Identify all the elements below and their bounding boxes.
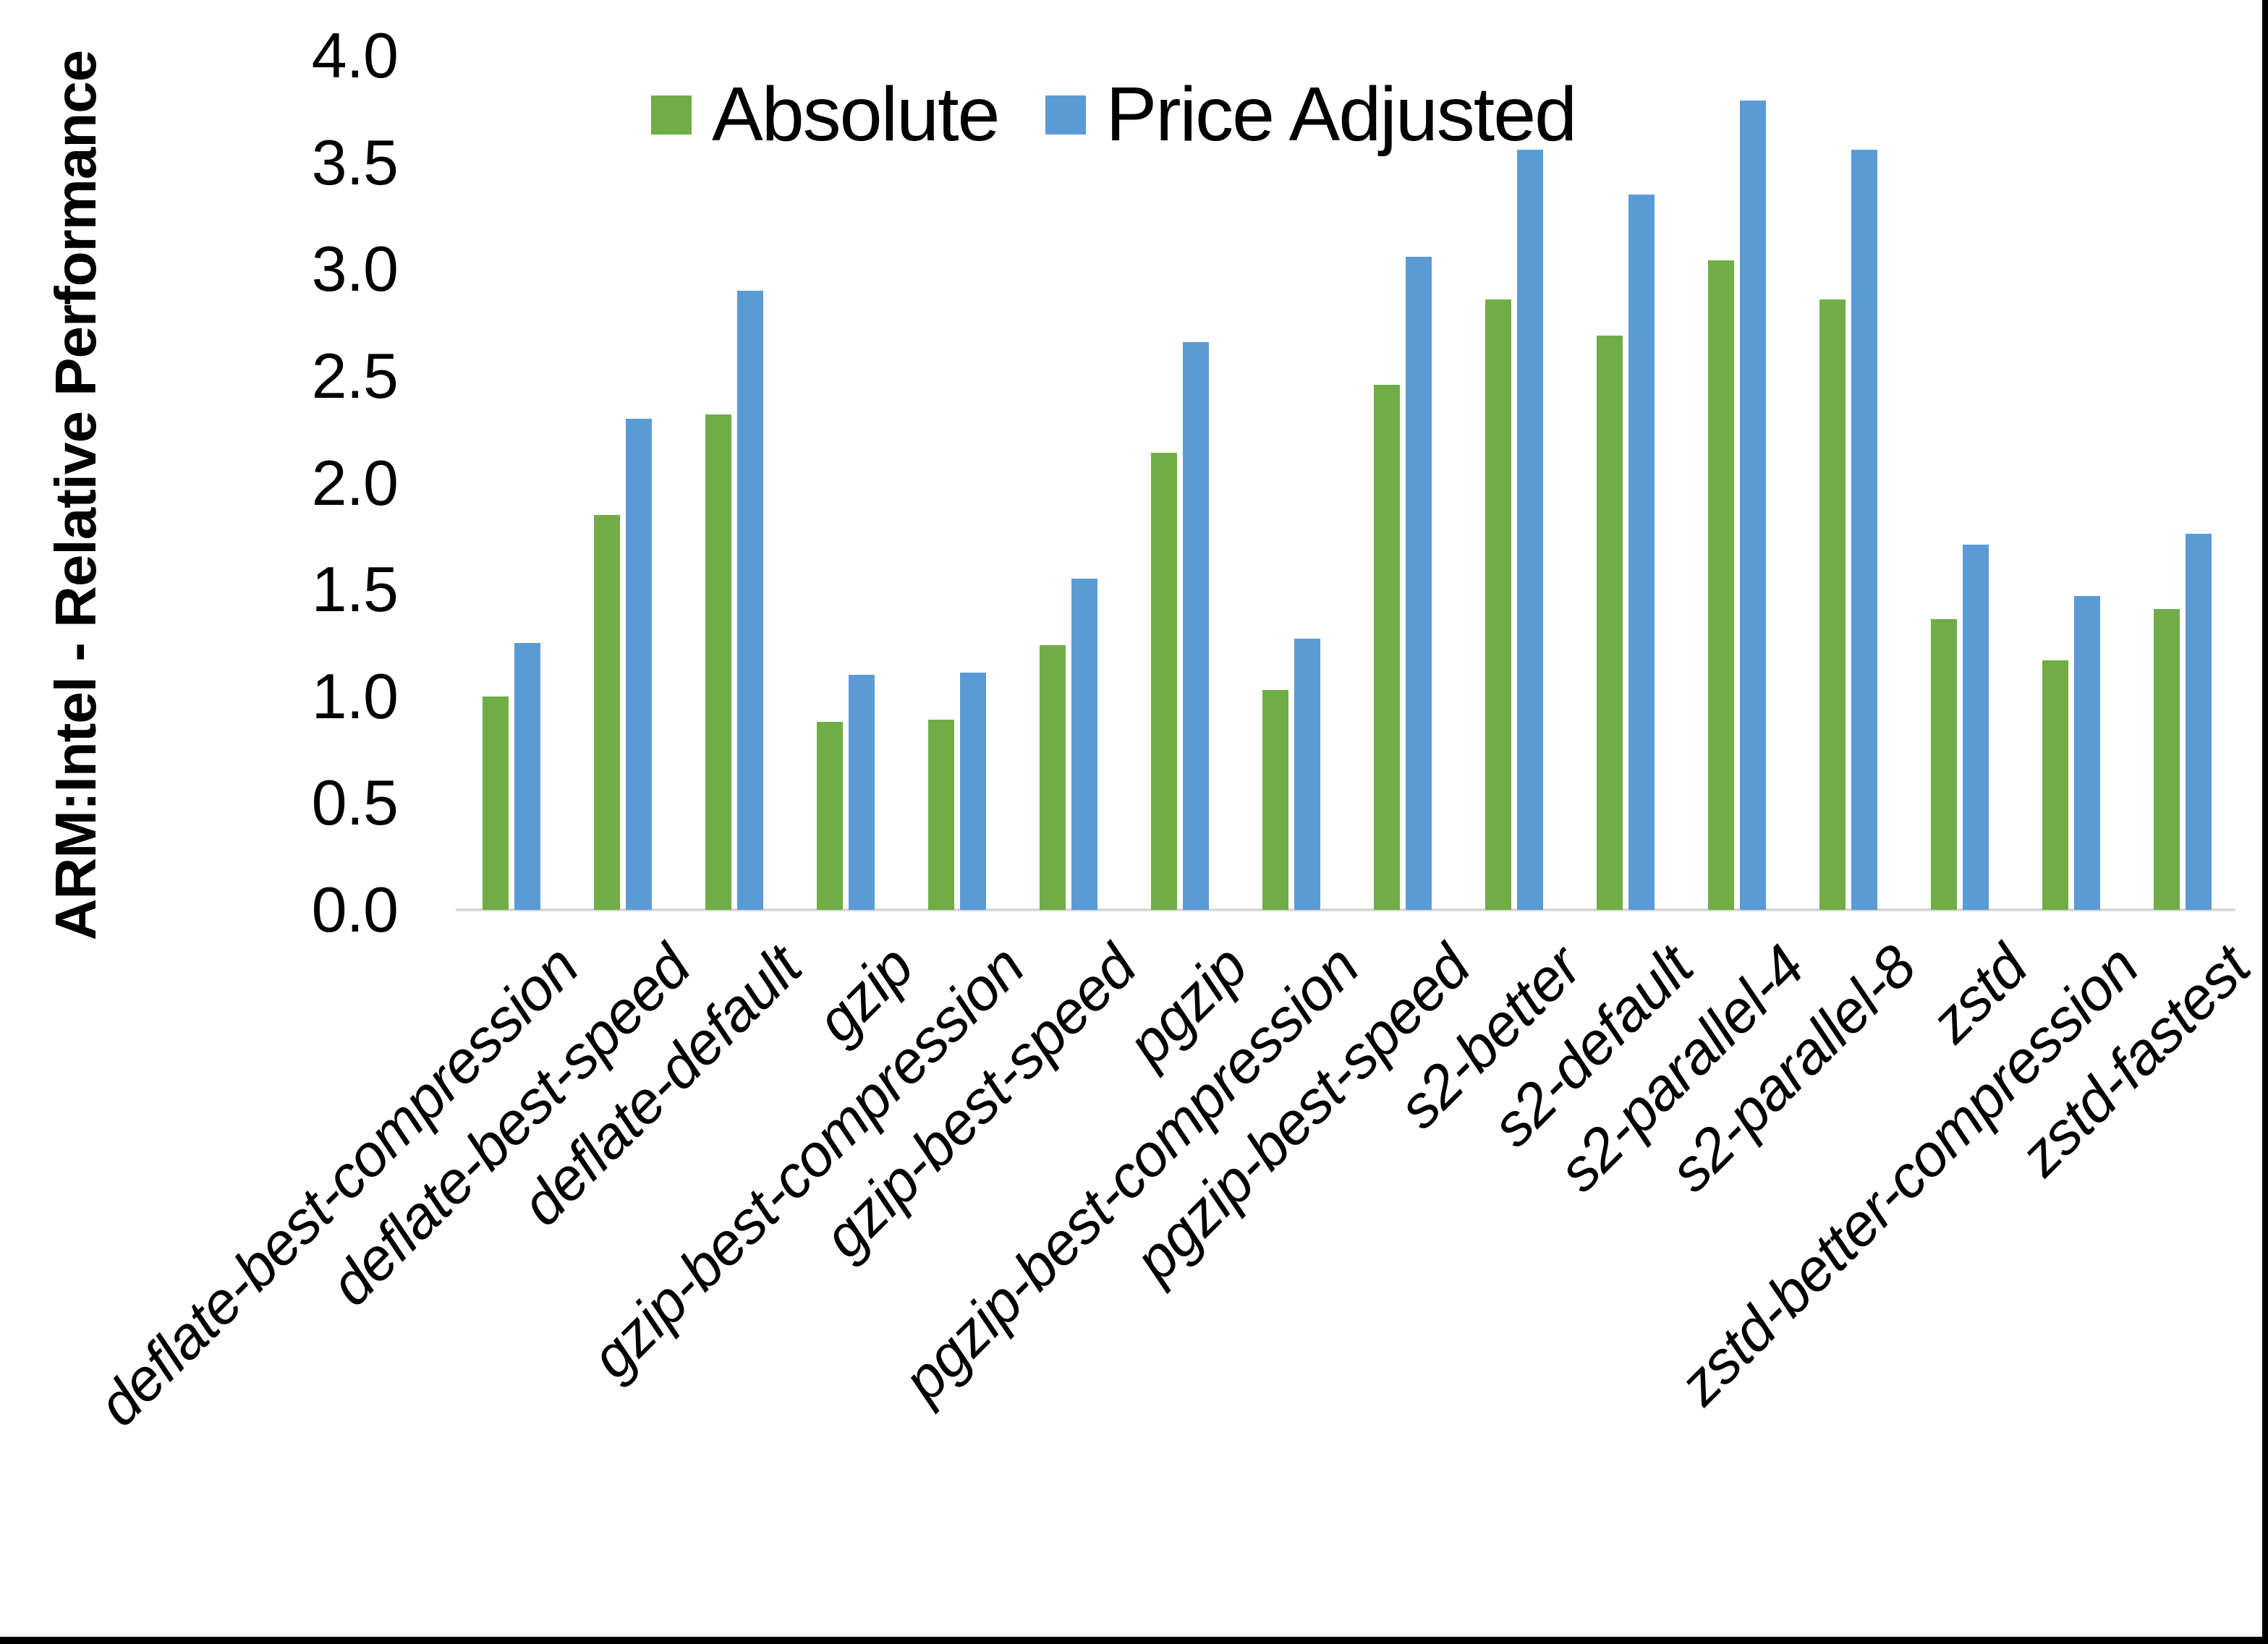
- chart-legend: Absolute Price Adjusted: [651, 71, 1578, 158]
- bar-price-adjusted-gzip-best-speed: [1071, 579, 1097, 910]
- legend-entry-absolute: Absolute: [651, 71, 1001, 158]
- bar-price-adjusted-zstd-better-compression: [2074, 596, 2100, 910]
- bar-absolute-s2-parallel-4: [1708, 260, 1734, 910]
- y-tick-label: 4.0: [311, 20, 399, 91]
- bar-absolute-s2-parallel-8: [1819, 299, 1846, 910]
- bar-absolute-zstd-fastest: [2154, 609, 2180, 910]
- y-tick-label: 3.0: [311, 233, 399, 305]
- bar-absolute-deflate-default: [705, 414, 731, 910]
- bar-absolute-pgzip: [1151, 453, 1177, 910]
- bar-price-adjusted-deflate-best-speed: [626, 419, 652, 910]
- bar-price-adjusted-pgzip-best-speed: [1406, 257, 1432, 910]
- bar-absolute-gzip-best-speed: [1040, 645, 1066, 910]
- bar-price-adjusted-gzip-best-compression: [960, 673, 986, 910]
- y-tick-label: 3.5: [311, 126, 399, 198]
- bar-absolute-zstd: [1931, 619, 1957, 910]
- window-bottom-border: [0, 1637, 2268, 1644]
- bar-absolute-gzip: [817, 722, 843, 910]
- y-tick-label: 1.0: [311, 660, 399, 732]
- bar-absolute-pgzip-best-compression: [1262, 690, 1288, 910]
- y-tick-label: 0.0: [311, 874, 399, 945]
- y-tick-label: 1.5: [311, 553, 399, 626]
- legend-swatch-price-adjusted: [1045, 95, 1086, 135]
- bar-price-adjusted-zstd: [1963, 545, 1989, 910]
- bar-absolute-s2-default: [1597, 336, 1623, 910]
- legend-entry-price-adjusted: Price Adjusted: [1045, 71, 1578, 158]
- legend-label-price-adjusted: Price Adjusted: [1105, 72, 1578, 157]
- bar-price-adjusted-s2-parallel-4: [1740, 101, 1766, 910]
- bar-price-adjusted-zstd-fastest: [2186, 534, 2212, 910]
- y-tick-label: 2.0: [311, 446, 399, 519]
- bar-price-adjusted-pgzip: [1183, 342, 1209, 910]
- x-axis-line: [456, 908, 2235, 911]
- bar-price-adjusted-s2-default: [1628, 195, 1655, 910]
- bar-absolute-s2-better: [1485, 299, 1511, 910]
- y-tick-label: 2.5: [311, 339, 399, 412]
- legend-swatch-absolute: [651, 95, 692, 135]
- bar-absolute-deflate-best-speed: [594, 515, 620, 910]
- bar-absolute-zstd-better-compression: [2042, 660, 2068, 910]
- window-right-border: [2262, 0, 2268, 1644]
- y-axis-title: ARM:Intel - Relative Performance: [43, 50, 108, 941]
- bar-price-adjusted-deflate-default: [737, 291, 763, 910]
- bar-price-adjusted-deflate-best-compression: [514, 643, 540, 910]
- bar-price-adjusted-gzip: [849, 675, 875, 910]
- bar-absolute-deflate-best-compression: [483, 697, 509, 910]
- bar-price-adjusted-pgzip-best-compression: [1294, 639, 1320, 910]
- bar-price-adjusted-s2-better: [1517, 150, 1543, 910]
- y-tick-label: 0.5: [311, 767, 399, 839]
- bar-absolute-gzip-best-compression: [928, 720, 954, 910]
- legend-label-absolute: Absolute: [712, 72, 1001, 157]
- bar-absolute-pgzip-best-speed: [1374, 385, 1400, 910]
- bar-price-adjusted-s2-parallel-8: [1851, 150, 1877, 910]
